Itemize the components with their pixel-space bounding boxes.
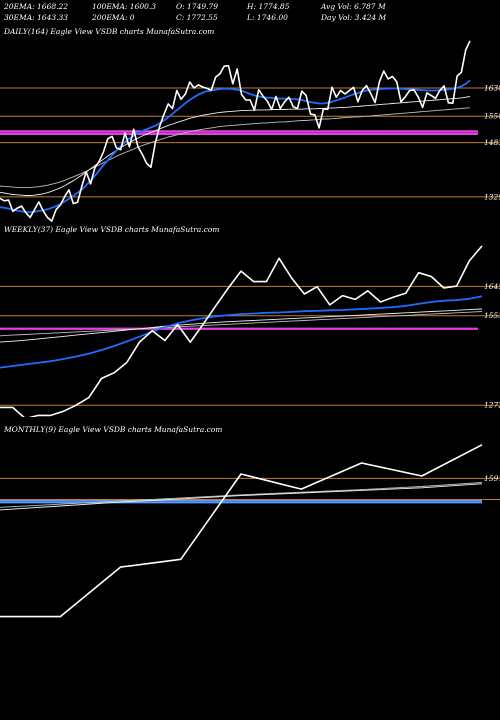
ema-blue-line	[0, 79, 471, 214]
close-value: C: 1772.55	[176, 13, 218, 22]
ema-gray-line	[0, 311, 483, 337]
avgvol-value: Avg Vol: 6.787 M	[321, 2, 386, 11]
weekly-panel-title: WEEKLY(37) Eagle View VSDB charts Munafa…	[4, 225, 220, 234]
ema-blue-line	[0, 295, 483, 369]
ema-gray-line	[0, 482, 483, 508]
daily-panel-title: DAILY(164) Eagle View VSDB charts Munafa…	[4, 27, 215, 36]
ema200-value: 200EMA: 0	[92, 13, 135, 22]
ema-white-line	[0, 308, 483, 343]
monthly-panel-title: MONTHLY(9) Eagle View VSDB charts Munafa…	[4, 425, 223, 434]
monthly-chart: 1591	[0, 444, 500, 618]
price-level-label: 1558	[484, 112, 500, 121]
price-level-label: 1329	[484, 192, 500, 201]
price-level-label: 1645	[484, 282, 500, 291]
price-level-label: 1272	[484, 401, 500, 410]
price-level-label: 1591	[484, 474, 500, 483]
ema-white-line	[0, 483, 483, 511]
dayvol-value: Day Vol: 3.424 M	[321, 13, 387, 22]
ema100-value: 100EMA: 1600.3	[92, 2, 157, 11]
price-line	[0, 444, 483, 618]
ema-white-line	[0, 96, 471, 196]
open-value: O: 1749.79	[176, 2, 219, 11]
low-value: L: 1746.00	[247, 13, 288, 22]
price-level-label: 1483	[484, 138, 500, 147]
price-line	[0, 245, 483, 417]
header-row-1: 20EMA: 1668.22 100EMA: 1600.3 O: 1749.79…	[4, 2, 494, 12]
daily-chart: 1638 1558 1483 1329	[0, 40, 500, 222]
ema-gray-line	[0, 107, 471, 188]
price-line	[0, 40, 471, 222]
price-level-label: 1638	[484, 84, 500, 93]
ema20-value: 20EMA: 1668.22	[4, 2, 69, 11]
price-level-label: 1553	[484, 311, 500, 320]
weekly-chart: 1645 1553 1272	[0, 245, 500, 417]
ema30-value: 30EMA: 1643.33	[4, 13, 69, 22]
high-value: H: 1774.85	[247, 2, 290, 11]
header-row-2: 30EMA: 1643.33 200EMA: 0 C: 1772.55 L: 1…	[4, 13, 494, 23]
